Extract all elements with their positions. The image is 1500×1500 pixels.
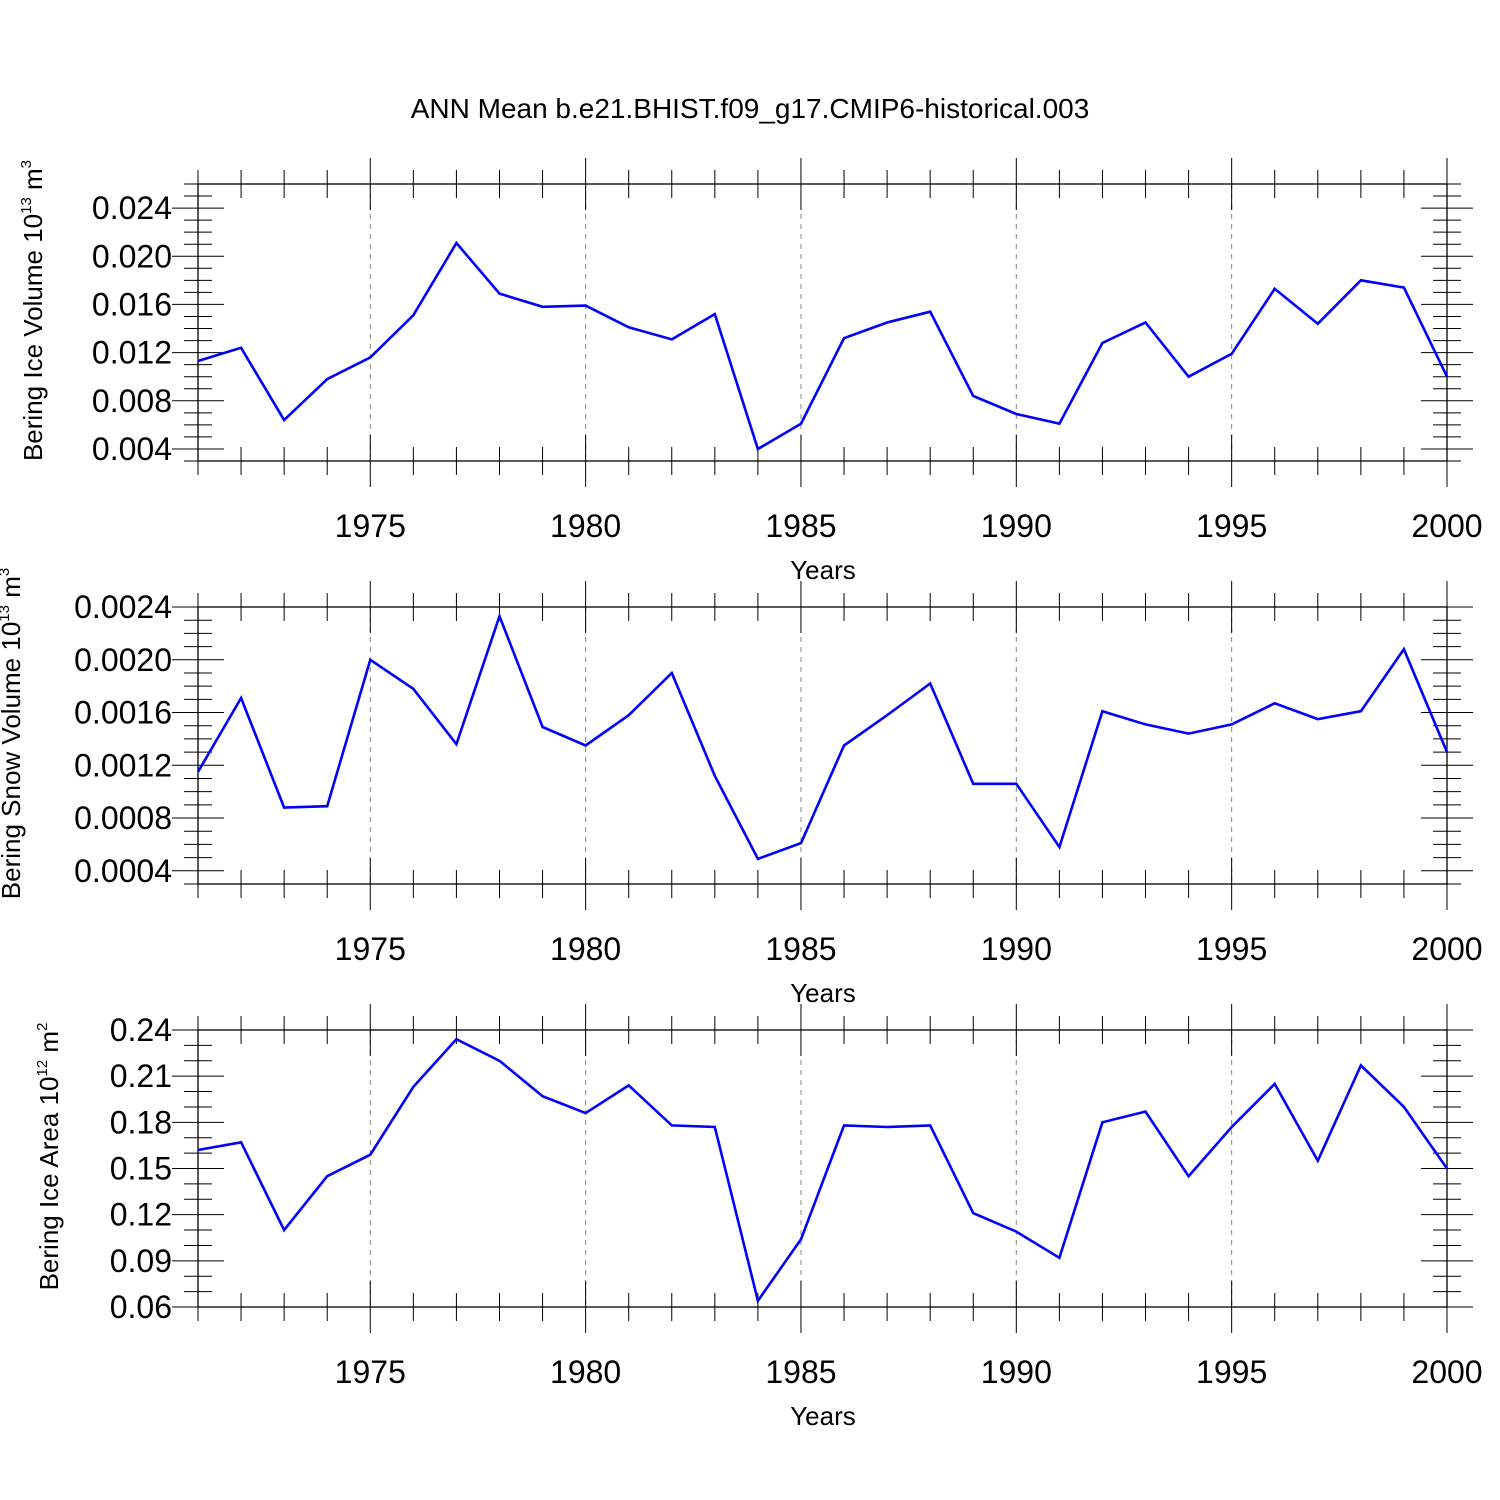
y-tick-label: 0.004 [92, 431, 172, 467]
x-tick-label: 1980 [550, 1354, 621, 1390]
y-tick-label: 0.0012 [74, 747, 172, 783]
y-tick-label: 0.0016 [74, 695, 172, 731]
y-axis-title-exponent: 13 [18, 197, 35, 214]
x-tick-label: 1990 [981, 508, 1052, 544]
y-axis-title: Bering Snow Volume 1013 m3 [0, 568, 26, 899]
y-tick-label: 0.008 [92, 383, 172, 419]
y-axis-title-unit: m [34, 1031, 64, 1060]
x-tick-label: 1980 [550, 508, 621, 544]
x-tick-label: 1985 [765, 1354, 836, 1390]
y-axis-title-main: Bering Snow Volume 10 [0, 622, 26, 900]
y-tick-label: 0.0024 [74, 589, 172, 625]
x-tick-label: 1980 [550, 931, 621, 967]
x-axis-title: Years [790, 555, 856, 585]
x-tick-label: 1975 [335, 1354, 406, 1390]
plot-frame [197, 1029, 1448, 1308]
plot-frame [197, 606, 1448, 885]
y-tick-label: 0.0008 [74, 800, 172, 836]
y-axis-title: Bering Ice Volume 1013 m3 [18, 160, 48, 461]
y-tick-label: 0.18 [110, 1104, 172, 1140]
y-tick-label: 0.016 [92, 286, 172, 322]
x-axis-title: Years [790, 978, 856, 1008]
x-tick-label: 1995 [1196, 508, 1267, 544]
y-axis-title-main: Bering Ice Volume 10 [18, 214, 48, 461]
y-axis-title-main: Bering Ice Area 10 [34, 1077, 64, 1291]
x-tick-label: 1995 [1196, 1354, 1267, 1390]
y-tick-label: 0.0020 [74, 642, 172, 678]
y-axis-title-exponent: 13 [0, 605, 13, 622]
plot-frame [197, 183, 1448, 462]
x-tick-label: 1975 [335, 508, 406, 544]
chart-panel-1: 0.004 0.008 0.012 0.016 0.020 0.024 1975 1980 19… [18, 158, 1483, 585]
y-tick-label: 0.21 [110, 1058, 172, 1094]
chart-panels: 0.004 0.008 0.012 0.016 0.020 0.024 1975 1980 19… [0, 158, 1483, 1431]
y-tick-label: 0.24 [110, 1012, 172, 1048]
x-tick-label: 1985 [765, 931, 836, 967]
y-tick-label: 0.024 [92, 190, 172, 226]
x-tick-label: 1985 [765, 508, 836, 544]
series-line-1 [197, 1037, 1449, 1304]
y-tick-label: 0.06 [110, 1289, 172, 1325]
y-tick-label: 0.12 [110, 1197, 172, 1233]
x-tick-label: 1990 [981, 1354, 1052, 1390]
x-axis-title: Years [790, 1401, 856, 1431]
y-axis-title-unit-exponent: 3 [0, 568, 13, 576]
y-axis-title-unit-exponent: 3 [18, 160, 35, 168]
y-axis-title-unit-exponent: 2 [34, 1023, 51, 1031]
series-line-1 [197, 240, 1449, 451]
y-tick-label: 0.0004 [74, 853, 172, 889]
y-tick-label: 0.012 [92, 335, 172, 371]
y-axis-title-exponent: 12 [34, 1060, 51, 1077]
chart-panel-3: 0.06 0.09 0.12 0.15 0.18 0.21 0.24 1975 1980 1985… [34, 1004, 1483, 1431]
y-tick-label: 0.15 [110, 1151, 172, 1187]
chart-panel-2: 0.0004 0.0008 0.0012 0.0016 0.0020 0.0024 1975… [0, 568, 1483, 1008]
x-tick-label: 2000 [1411, 508, 1482, 544]
series-line-1 [196, 612, 1449, 861]
y-tick-label: 0.020 [92, 238, 172, 274]
figure-title: ANN Mean b.e21.BHIST.f09_g17.CMIP6-histo… [411, 93, 1090, 124]
x-tick-label: 2000 [1411, 1354, 1482, 1390]
x-tick-label: 1975 [335, 931, 406, 967]
y-axis-title: Bering Ice Area 1012 m2 [34, 1023, 64, 1291]
y-axis-title-unit: m [0, 576, 26, 605]
y-axis-title-unit: m [18, 168, 48, 197]
y-tick-label: 0.09 [110, 1243, 172, 1279]
x-tick-label: 2000 [1411, 931, 1482, 967]
x-tick-label: 1995 [1196, 931, 1267, 967]
x-tick-label: 1990 [981, 931, 1052, 967]
